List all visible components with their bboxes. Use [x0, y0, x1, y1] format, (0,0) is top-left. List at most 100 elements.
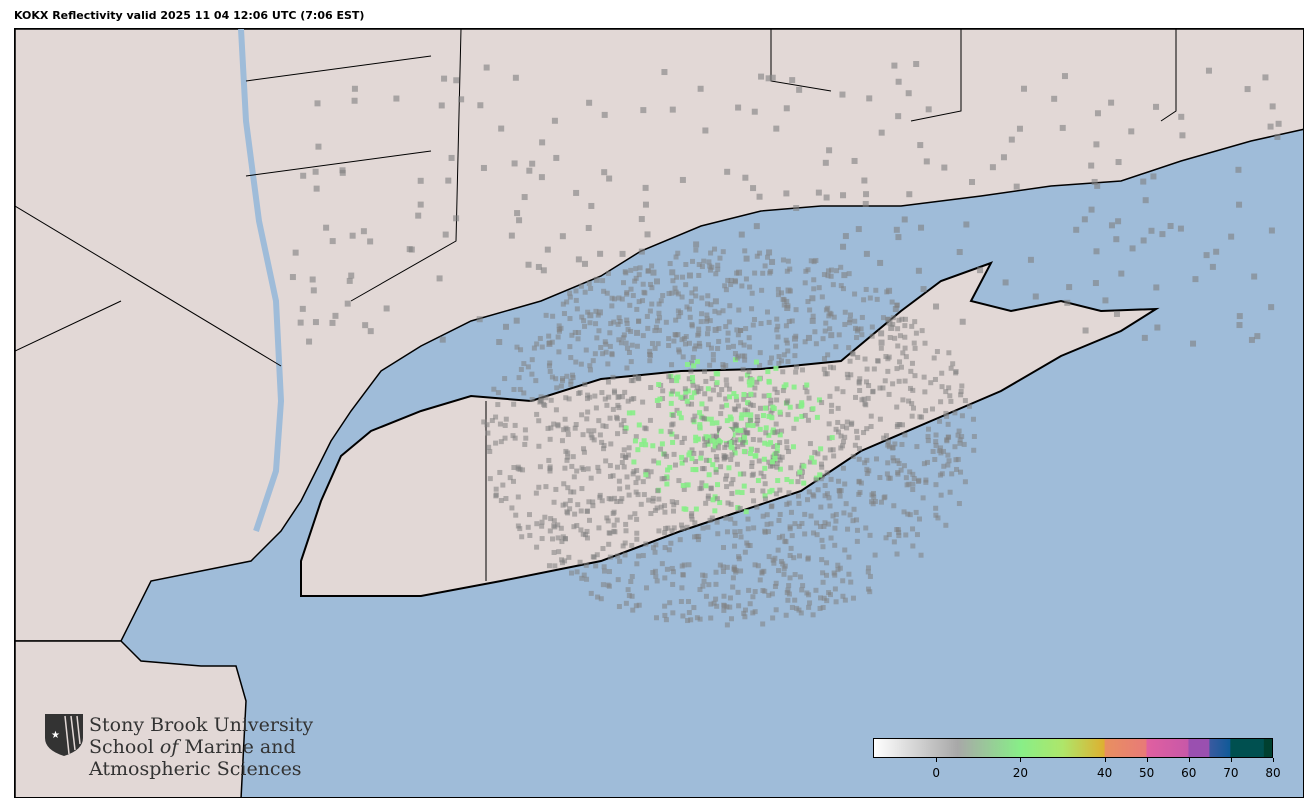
radar-echo — [894, 551, 900, 557]
radar-echo — [684, 398, 690, 404]
radar-echo — [605, 379, 611, 385]
radar-echo — [539, 519, 545, 525]
radar-echo — [765, 369, 771, 375]
radar-echo — [766, 319, 772, 325]
radar-echo — [905, 511, 911, 517]
radar-echo — [653, 573, 659, 579]
radar-echo — [601, 169, 608, 176]
radar-echo — [1032, 293, 1039, 300]
radar-echo — [668, 400, 674, 406]
radar-echo — [653, 542, 659, 548]
colorbar-tick-label: 80 — [1265, 766, 1281, 780]
radar-echo — [827, 447, 833, 453]
radar-echo — [751, 316, 757, 322]
radar-echo — [780, 388, 786, 394]
radar-echo — [689, 447, 695, 453]
radar-echo — [878, 129, 885, 136]
radar-echo — [772, 456, 778, 462]
radar-echo — [511, 386, 517, 392]
radar-echo — [851, 157, 858, 164]
radar-echo — [810, 313, 816, 319]
radar-echo — [840, 443, 846, 449]
radar-echo — [533, 378, 539, 384]
radar-echo — [656, 310, 662, 316]
radar-echo — [749, 488, 755, 494]
radar-echo — [896, 529, 902, 535]
radar-echo — [805, 555, 811, 561]
radar-echo — [495, 390, 501, 396]
radar-echo — [746, 379, 752, 385]
radar-echo — [723, 396, 729, 402]
radar-echo — [758, 321, 764, 327]
radar-echo — [679, 563, 685, 569]
radar-echo — [667, 600, 673, 606]
radar-echo — [662, 603, 668, 609]
radar-echo — [668, 540, 674, 546]
radar-echo — [344, 300, 351, 307]
radar-echo — [312, 319, 319, 326]
radar-echo — [939, 384, 945, 390]
radar-echo — [766, 432, 772, 438]
radar-echo — [847, 317, 853, 323]
radar-echo — [713, 454, 719, 460]
radar-echo — [662, 503, 668, 509]
radar-echo — [600, 546, 606, 552]
radar-echo — [891, 62, 898, 69]
radar-echo — [824, 572, 830, 578]
radar-echo — [724, 442, 730, 448]
radar-echo — [1094, 182, 1101, 189]
radar-echo — [766, 378, 772, 384]
radar-echo — [809, 317, 816, 324]
radar-echo — [819, 464, 825, 470]
radar-echo — [707, 267, 713, 273]
radar-echo — [595, 464, 601, 470]
radar-echo — [1148, 227, 1155, 234]
radar-echo — [774, 429, 780, 435]
radar-echo — [1061, 73, 1068, 80]
radar-echo — [346, 277, 353, 284]
radar-echo — [886, 532, 892, 538]
radar-echo — [635, 376, 641, 382]
radar-echo — [738, 340, 744, 346]
radar-echo — [703, 483, 709, 489]
radar-echo — [589, 435, 595, 441]
radar-echo — [962, 479, 968, 485]
radar-echo — [737, 505, 743, 511]
radar-echo — [729, 445, 735, 451]
radar-echo — [718, 464, 724, 470]
radar-echo — [581, 446, 587, 452]
colorbar-tick-label: 70 — [1223, 766, 1239, 780]
radar-echo — [738, 376, 744, 382]
radar-echo — [586, 517, 592, 523]
radar-echo — [660, 388, 666, 394]
radar-echo — [624, 321, 630, 327]
radar-echo — [650, 498, 656, 504]
radar-echo — [742, 174, 749, 181]
radar-echo — [776, 568, 782, 574]
radar-echo — [713, 434, 719, 440]
colorbar — [873, 738, 1273, 758]
radar-echo — [685, 618, 691, 624]
radar-echo — [761, 393, 767, 399]
radar-echo — [678, 415, 684, 421]
radar-echo — [825, 273, 831, 279]
radar-echo — [607, 415, 613, 421]
radar-echo — [764, 512, 770, 518]
radar-echo — [959, 434, 965, 440]
radar-echo — [534, 341, 540, 347]
radar-echo — [584, 535, 590, 541]
radar-echo — [516, 217, 523, 224]
radar-echo — [1236, 201, 1243, 208]
radar-echo — [928, 380, 934, 386]
radar-echo — [678, 394, 684, 400]
radar-echo — [634, 329, 641, 336]
radar-echo — [788, 545, 794, 551]
radar-echo — [810, 406, 816, 412]
radar-echo — [732, 450, 738, 456]
radar-echo — [513, 317, 520, 324]
radar-echo — [811, 493, 817, 499]
radar-echo — [593, 308, 599, 314]
radar-echo — [710, 352, 716, 358]
radar-echo — [618, 422, 624, 428]
radar-echo — [724, 564, 730, 570]
